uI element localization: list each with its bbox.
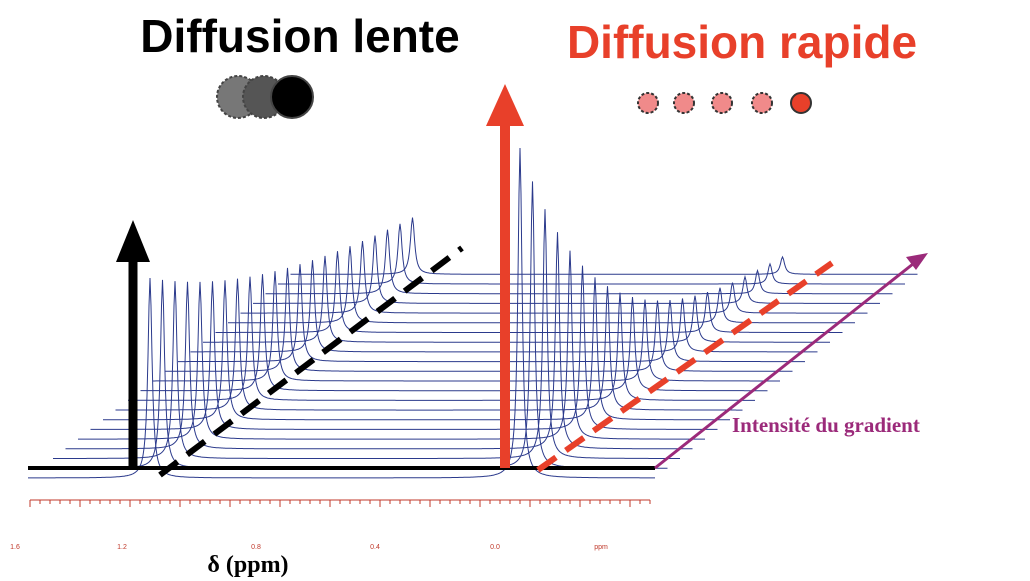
ppm-axis (29, 499, 651, 507)
spectrum-trace (178, 264, 805, 363)
axis-tick-label: 0.4 (370, 544, 380, 551)
fast-molecules (637, 92, 812, 114)
axis-labels: 1.6 1.2 0.8 0.4 0.0 ppm (10, 544, 608, 551)
spectrum-trace (203, 255, 830, 343)
slow-title: Diffusion lente (140, 10, 459, 62)
fast-decay-line (536, 260, 834, 473)
spectrum-trace (140, 274, 768, 392)
slow-molecules (216, 75, 314, 119)
axis-tick-label: 0.0 (490, 544, 500, 551)
spectrum-trace (53, 209, 680, 459)
spectrum-trace (28, 147, 655, 479)
spectrum-trace (128, 276, 755, 401)
axis-tick-label: 0.8 (251, 544, 261, 551)
slow-arrow (116, 220, 150, 468)
axis-tick-label: 1.2 (117, 544, 127, 551)
spectrum-trace (115, 278, 743, 411)
slow-decay-line (158, 245, 464, 478)
spectrum-trace (165, 267, 793, 372)
fast-arrow (486, 84, 524, 468)
gradient-label: Intensité du gradient (732, 413, 920, 437)
spectrum-trace (78, 250, 705, 440)
spectrum-trace (153, 271, 780, 382)
gradient-arrow (654, 253, 928, 470)
fast-title: Diffusion rapide (567, 16, 917, 68)
axis-tick-label: 1.6 (10, 544, 20, 551)
axis-title: δ (ppm) (207, 552, 288, 578)
axis-tick-label: ppm (594, 544, 608, 551)
spectrum-trace (103, 277, 730, 421)
spectrum-trace (65, 232, 693, 450)
spectrum-trace (90, 265, 718, 430)
